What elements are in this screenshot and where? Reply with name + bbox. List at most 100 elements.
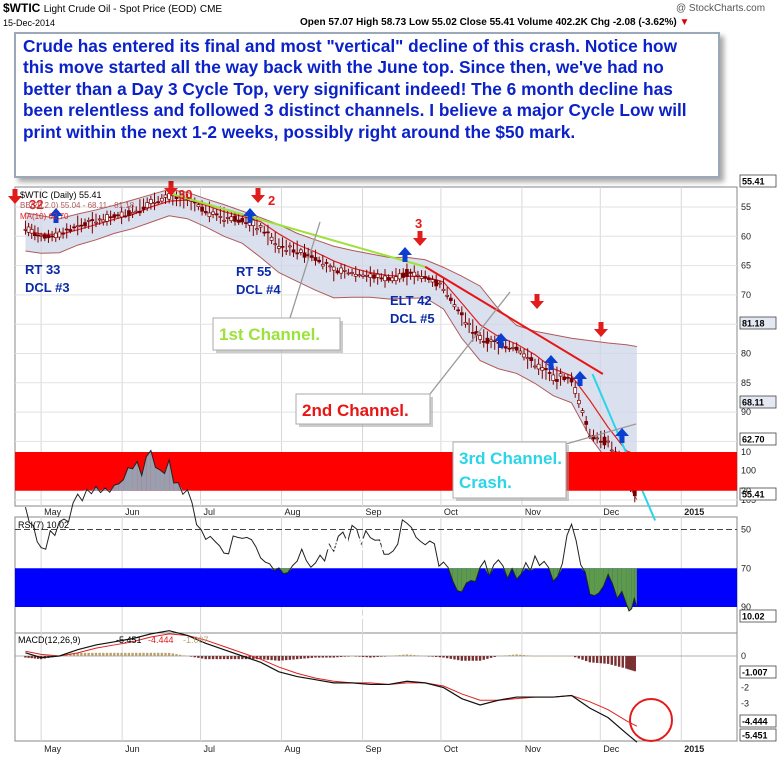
macd-histogram-bar (80, 652, 83, 656)
macd-histogram-bar (486, 656, 489, 659)
candle-body (288, 245, 292, 248)
macd-histogram-bar (416, 655, 420, 656)
down-arrow-icon (251, 188, 265, 203)
macd-histogram-bar (328, 656, 332, 658)
candle-body (518, 350, 523, 354)
x-tick-label: May (44, 507, 62, 517)
rsi-oversold-fill (461, 568, 467, 592)
up-arrow-icon (544, 355, 558, 370)
candle-body (42, 234, 47, 239)
candle-body (383, 275, 387, 282)
candle-body (448, 297, 453, 301)
macd-histogram-bar (266, 656, 270, 660)
macd-histogram-bar (178, 654, 182, 656)
candle-body (149, 199, 153, 204)
macd-histogram-bar (552, 656, 555, 657)
macd-histogram-bar (595, 656, 599, 663)
top-label: 30 (178, 187, 192, 202)
macd-histogram-bar (189, 656, 193, 657)
top-label: 32 (29, 197, 43, 212)
candle-body (441, 288, 446, 291)
candle-body (138, 210, 142, 214)
macd-histogram-bar (467, 656, 471, 661)
x-tick-label: May (44, 744, 62, 754)
macd-histogram-bar (563, 656, 566, 657)
rsi-oversold-fill (629, 568, 632, 611)
macd-histogram-bar (182, 655, 185, 656)
macd-line (25, 630, 638, 743)
candle-body (353, 274, 358, 277)
candle-body (269, 236, 274, 241)
rsi-oversold-fill (631, 568, 635, 609)
price-legend-title: $WTIC (Daily) 55.41 (20, 190, 102, 200)
channel-label-box (212, 317, 341, 351)
candle-body (544, 368, 548, 371)
macd-histogram-bar (627, 656, 630, 670)
macd-histogram-bar (537, 656, 540, 657)
candle-body (394, 276, 398, 282)
macd-histogram-bar (230, 656, 233, 660)
bb-mid-tag: 68.11 (742, 398, 764, 408)
x-tick-label: Oct (444, 507, 459, 517)
change-value: -2.08 (-3.62%) (612, 17, 677, 28)
x-tick-label: Jun (125, 507, 140, 517)
candle-body (309, 255, 314, 258)
date-label: 15-Dec-2014 (3, 18, 56, 28)
macd-histogram-bar (544, 656, 548, 657)
candle-body (430, 279, 435, 283)
rsi-overbought-fill (141, 456, 147, 491)
rsi-overbought-fill (187, 489, 193, 491)
candle-body (225, 217, 230, 219)
macd-histogram-bar (387, 656, 390, 657)
cycle-label: RT 55 (236, 264, 271, 279)
macd-histogram-bar (424, 656, 427, 657)
rsi-oversold-fill (608, 568, 613, 585)
candle-body (108, 216, 113, 219)
candle-body (551, 374, 556, 381)
macd-histogram-bar (222, 656, 226, 660)
rsi-overbought-fill (82, 489, 87, 491)
macd-histogram-bar (270, 656, 273, 661)
rsi-oversold-fill (598, 568, 604, 593)
candle-body (525, 357, 530, 360)
ma-legend: MA(10) 62.70 (20, 212, 69, 221)
macd-histogram-bar (464, 656, 467, 661)
candle-body (533, 365, 537, 368)
candle-body (562, 376, 567, 380)
x-tick-label: 2015 (684, 744, 704, 754)
macd-histogram-bar (135, 652, 138, 656)
rsi-oversold-fill (634, 568, 637, 607)
rsi-overbought-fill (150, 450, 156, 491)
candle-body (105, 214, 109, 222)
candle-body (503, 346, 508, 349)
x-tick-label: Dec (603, 744, 620, 754)
top-label: 3 (415, 216, 422, 231)
channel-line-2 (424, 265, 604, 375)
candle-body (529, 357, 534, 361)
candle-body (39, 234, 43, 237)
macd-histogram-bar (369, 656, 372, 658)
macd-histogram-bar (631, 656, 634, 671)
macd-histogram-bar (292, 656, 295, 660)
candle-body (86, 220, 91, 222)
candle-body (514, 346, 519, 351)
rsi-oversold-fill (626, 568, 630, 611)
macd-histogram-bar (285, 656, 288, 661)
rsi-overbought-fill (155, 467, 161, 491)
macd-histogram-bar (87, 652, 90, 656)
cycle-label: RT 33 (25, 262, 60, 277)
price-tick-label: 65 (741, 261, 751, 271)
macd-histogram-bar (445, 656, 449, 659)
price-tick-label: 85 (741, 378, 751, 388)
macd-histogram-bar (413, 655, 416, 656)
symbol-title: $WTIC Light Crude Oil - Spot Price (EOD)… (3, 1, 223, 15)
macd-histogram-bar (306, 656, 310, 659)
macd-histogram-bar (566, 656, 570, 657)
macd-histogram-bar (310, 656, 314, 658)
macd-histogram-bar (449, 656, 453, 659)
macd-histogram-bar (519, 654, 522, 656)
macd-histogram-bar (167, 652, 171, 656)
rsi-line (24, 449, 638, 612)
macd-histogram-bar (160, 652, 164, 656)
